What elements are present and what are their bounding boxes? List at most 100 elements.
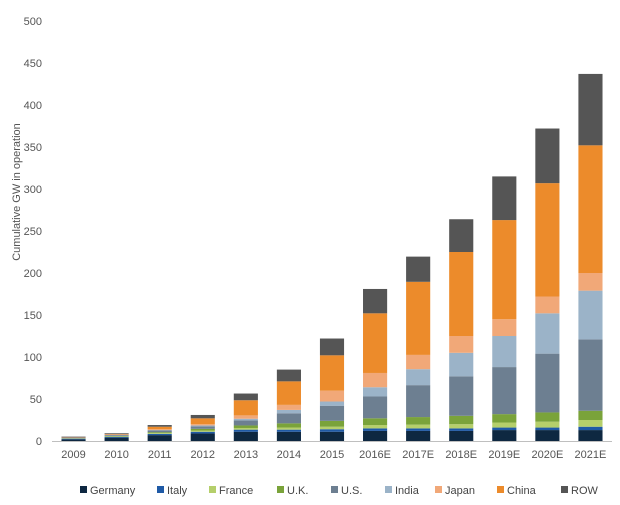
x-tick-label: 2012: [191, 449, 215, 461]
y-tick-label: 100: [24, 352, 42, 364]
bar-segment-china-2019e: [492, 220, 517, 320]
legend: Germany Italy France U.K. U.S. India Japan Chin…: [80, 485, 599, 497]
y-tick-label: 50: [30, 394, 42, 406]
legend-swatch: [80, 486, 87, 493]
bar-segment-italy-2010: [104, 436, 129, 438]
x-tick-label: 2017E: [402, 449, 434, 461]
legend-swatch: [385, 486, 392, 493]
legend-swatch: [435, 486, 442, 493]
bar-stack-2017e: [406, 256, 431, 441]
bar-segment-u-s-2018e: [449, 376, 474, 416]
legend-swatch: [561, 486, 568, 493]
x-tick-label: 2016E: [359, 449, 391, 461]
bar-segment-india-2017e: [406, 369, 431, 386]
bar-segment-japan-2018e: [449, 336, 474, 353]
legend-label: ROW: [571, 485, 599, 497]
y-tick-label: 450: [24, 58, 42, 70]
bar-segment-france-2012: [190, 430, 215, 432]
bar-segment-u-k-2019e: [492, 414, 517, 423]
bar-segment-japan-2017e: [406, 354, 431, 370]
bar-segment-italy-2021e: [578, 426, 603, 431]
bar-segment-u-k-2015: [319, 420, 345, 427]
bar-segment-france-2019e: [492, 422, 517, 428]
bar-segment-india-2018e: [449, 352, 474, 377]
bar-segment-row-2018e: [449, 219, 474, 252]
bar-segment-japan-2012: [190, 424, 215, 426]
bar-segment-japan-2013: [233, 415, 258, 419]
y-axis-title: Cumulative GW in operation: [11, 123, 23, 261]
bar-segment-germany-2013: [233, 431, 258, 441]
bar-segment-france-2014: [276, 427, 301, 430]
legend-label: Germany: [90, 485, 136, 497]
y-tick-label: 250: [24, 226, 42, 238]
bar-segment-germany-2015: [319, 431, 345, 441]
bar-stack-2012: [190, 414, 215, 441]
bar-segment-italy-2012: [190, 431, 215, 434]
x-axis: 2009 2010 2011 2012 2013 2014 2015 2016E 2017E 20…: [52, 441, 612, 461]
bar-stack-2018e: [449, 219, 474, 441]
legend-swatch: [209, 486, 216, 493]
bar-segment-china-2017e: [406, 281, 431, 355]
bar-segment-u-k-2016e: [363, 418, 388, 426]
x-tick-label: 2015: [320, 449, 344, 461]
x-tick-label: 2011: [148, 449, 172, 461]
bar-segment-row-2020e: [535, 128, 560, 184]
bar-segment-germany-2010: [104, 437, 129, 441]
bar-segment-germany-2014: [276, 431, 301, 441]
bar-segment-u-k-2012: [190, 428, 215, 431]
bar-segment-row-2010: [104, 433, 129, 435]
y-tick-label: 500: [24, 16, 42, 28]
legend-item: Italy: [157, 485, 188, 497]
bar-segment-france-2013: [233, 427, 258, 430]
bar-segment-france-2015: [319, 426, 345, 430]
bar-segment-india-2012: [190, 425, 215, 427]
bar-segment-france-2016e: [363, 425, 388, 429]
bar-segment-india-2015: [319, 401, 345, 406]
bar-segment-france-2020e: [535, 421, 560, 428]
legend-item: Germany: [80, 485, 136, 497]
bar-segment-germany-2016e: [363, 430, 388, 441]
bar-segment-japan-2014: [276, 404, 301, 410]
bar-segment-italy-2019e: [492, 427, 517, 431]
bar-segment-u-k-2021e: [578, 410, 603, 420]
bar-segment-italy-2018e: [449, 428, 474, 431]
bar-segment-row-2015: [319, 338, 345, 356]
bar-segment-u-s-2010: [104, 435, 129, 436]
bar-stack-2021e: [578, 73, 603, 441]
legend-swatch: [497, 486, 504, 493]
bar-segment-u-k-2017e: [406, 417, 431, 425]
bar-segment-china-2014: [276, 381, 301, 405]
bar-segment-italy-2011: [147, 433, 172, 436]
bar-segment-germany-2009: [61, 439, 86, 441]
bar-segment-u-k-2011: [147, 432, 172, 434]
bar-segment-u-k-2020e: [535, 412, 560, 422]
bar-segment-germany-2019e: [492, 430, 517, 441]
y-axis-title-group: Cumulative GW in operation: [11, 123, 23, 261]
x-tick-label: 2019E: [488, 449, 520, 461]
legend-swatch: [157, 486, 164, 493]
x-tick-label: 2021E: [575, 449, 607, 461]
bar-segment-italy-2020e: [535, 427, 560, 431]
legend-item: ROW: [561, 485, 599, 497]
bar-segment-u-s-2013: [233, 420, 258, 426]
legend-label: U.K.: [287, 485, 308, 497]
bar-segment-u-k-2014: [276, 423, 301, 428]
bar-segment-germany-2018e: [449, 430, 474, 441]
bar-segment-row-2021e: [578, 73, 603, 146]
bar-stack-2015: [319, 338, 345, 441]
bar-segment-u-s-2012: [190, 426, 215, 429]
bar-segment-china-2015: [319, 355, 345, 391]
bar-segment-u-s-2017e: [406, 385, 431, 418]
bar-segment-u-s-2021e: [578, 339, 603, 411]
bar-segment-france-2021e: [578, 420, 603, 427]
bar-segment-italy-2017e: [406, 428, 431, 431]
bar-segment-italy-2016e: [363, 428, 388, 431]
bar-segment-japan-2021e: [578, 273, 603, 291]
legend-item: China: [497, 485, 537, 497]
x-tick-label: 2020E: [531, 449, 563, 461]
bar-segment-japan-2011: [147, 429, 172, 431]
bar-segment-china-2018e: [449, 252, 474, 336]
x-tick-label: 2010: [104, 449, 128, 461]
bar-segment-u-k-2013: [233, 425, 258, 428]
